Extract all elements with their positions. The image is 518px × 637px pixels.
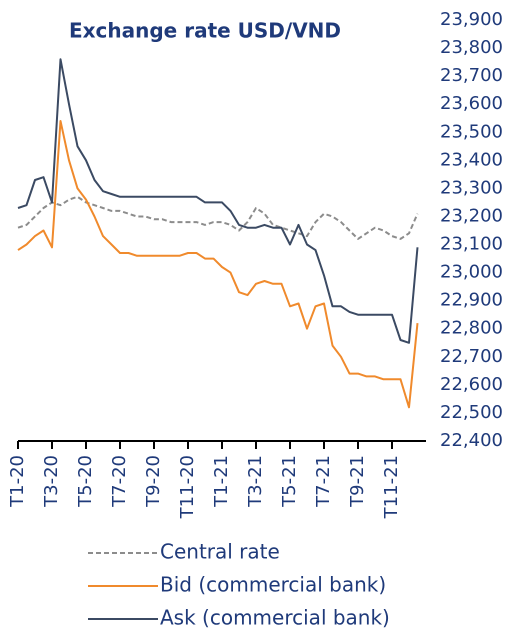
x-tick-label: T5-21 [279, 455, 300, 508]
series-line [17, 120, 419, 409]
y-tick-label: 22,800 [440, 318, 503, 339]
y-tick-label: 23,900 [440, 9, 503, 30]
y-tick-label: 23,300 [440, 177, 503, 198]
x-tick-label: T3-21 [245, 455, 266, 508]
y-tick-label: 23,000 [440, 262, 503, 283]
legend-label: Ask (commercial bank) [160, 606, 390, 630]
x-tick-label: T9-21 [347, 455, 368, 508]
series-line [17, 195, 419, 240]
series-line [17, 58, 419, 344]
x-tick-label: T11-21 [381, 455, 402, 519]
legend-label: Central rate [160, 540, 280, 564]
x-tick-label: T5-20 [75, 455, 96, 508]
x-tick-label: T11-20 [177, 455, 198, 519]
y-tick-label: 23,400 [440, 149, 503, 170]
legend-label: Bid (commercial bank) [160, 573, 386, 597]
x-tick-label: T1-20 [7, 455, 28, 508]
y-tick-label: 23,500 [440, 121, 503, 142]
y-tick-label: 22,500 [440, 402, 503, 423]
y-tick-label: 23,600 [440, 93, 503, 114]
chart-title: Exchange rate USD/VND [69, 19, 341, 43]
y-tick-label: 23,700 [440, 65, 503, 86]
x-tick-label: T1-21 [211, 455, 232, 508]
y-tick-label: 22,900 [440, 290, 503, 311]
y-tick-label: 22,700 [440, 346, 503, 367]
x-tick-label: T7-20 [109, 455, 130, 508]
y-tick-label: 23,100 [440, 234, 503, 255]
x-tick-label: T3-20 [41, 455, 62, 508]
x-tick-label: T9-20 [143, 455, 164, 508]
y-tick-label: 23,200 [440, 205, 503, 226]
x-tick-label: T7-21 [313, 455, 334, 508]
y-tick-label: 22,600 [440, 374, 503, 395]
y-tick-label: 23,800 [440, 37, 503, 58]
y-tick-label: 22,400 [440, 430, 503, 451]
